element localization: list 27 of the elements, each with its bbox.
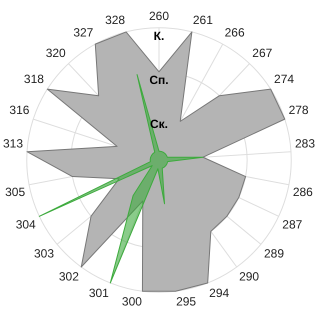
spoke-label: 294 [209,286,230,300]
spoke-label: 287 [282,218,303,232]
spoke-label: 327 [73,26,94,40]
spoke-label: 302 [58,270,80,284]
spoke-label: 286 [292,185,314,200]
spoke-label: 305 [5,185,26,200]
spoke-label: 289 [264,246,284,260]
spoke-label: 318 [24,72,44,86]
spoke-label: 260 [148,8,170,23]
spoke-label: 266 [224,26,245,40]
spoke-label: 278 [288,103,309,118]
y-tick-label: К. [154,29,164,44]
spoke-label: 316 [9,103,30,118]
spoke-label: 290 [239,270,260,284]
spoke-label: 295 [176,294,196,309]
spoke-label: 267 [252,46,273,60]
spoke-label: 274 [274,72,294,86]
spoke-label: 300 [122,294,142,309]
spoke-label: 304 [16,218,36,232]
spoke-label: 320 [46,46,66,60]
spoke-label: 313 [2,136,24,151]
spoke-label: 261 [192,13,214,28]
spoke-label: 301 [88,286,110,300]
y-tick-label: Сп. [149,73,169,88]
spoke-label: 283 [294,136,316,151]
spoke-label: 303 [34,246,54,260]
spoke-label: 328 [105,13,126,28]
